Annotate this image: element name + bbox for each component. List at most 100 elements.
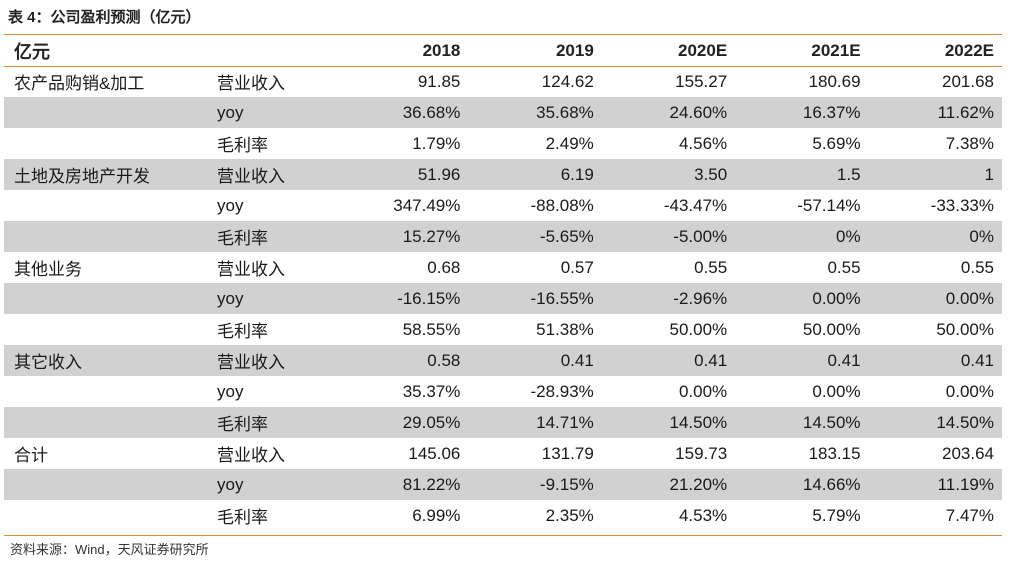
segment-cell: 其他业务 (14, 260, 82, 279)
value-cell: -5.00% (601, 221, 736, 252)
segment-cell: 合计 (14, 446, 48, 465)
value-cell: -16.55% (468, 283, 602, 314)
value-cell: 131.79 (541, 443, 594, 463)
value-cell: 201.68 (942, 71, 994, 91)
value-cell: 0.00% (868, 283, 1002, 314)
segment-cell: 农产品购销&加工 (14, 74, 145, 93)
value-cell: 50.00% (936, 319, 994, 339)
value-cell: 14.50% (601, 407, 736, 438)
value-cell: 35.68% (468, 97, 602, 128)
segment-cell (4, 376, 209, 407)
segment-cell (4, 407, 209, 438)
value-cell: 50.00% (802, 319, 861, 339)
metric-cell: yoy (209, 97, 335, 128)
metric-cell: 毛利率 (217, 322, 268, 341)
value-cell: 14.71% (468, 407, 602, 438)
metric-cell: yoy (217, 381, 244, 401)
segment-cell (4, 500, 209, 531)
metric-cell: yoy (217, 195, 244, 215)
metric-cell: 毛利率 (209, 221, 335, 252)
value-cell: 7.38% (945, 133, 994, 153)
metric-cell: 营业收入 (209, 345, 335, 376)
value-cell: 6.99% (412, 505, 461, 525)
metric-cell: 毛利率 (209, 407, 335, 438)
value-cell: 203.64 (942, 443, 994, 463)
year-header: 2020E (678, 40, 728, 60)
value-cell: 155.27 (675, 71, 728, 91)
value-cell: 21.20% (601, 469, 736, 500)
header-rule (4, 66, 1002, 67)
value-cell: -33.33% (930, 195, 994, 215)
segment-cell (4, 314, 209, 345)
metric-cell: 毛利率 (217, 136, 268, 155)
value-cell: 1.5 (735, 159, 869, 190)
value-cell: 4.53% (678, 505, 728, 525)
metric-cell: yoy (209, 469, 335, 500)
value-cell: -2.96% (601, 283, 736, 314)
value-cell: 4.56% (678, 133, 728, 153)
table-row: 农产品购销&加工 营业收入 91.85 124.62 155.27 180.69 201.6… (4, 66, 1002, 97)
forecast-table: 亿元 2018 2019 2020E 2021E 2022E 农产品购销&加工营… (4, 35, 1002, 531)
value-cell: 36.68% (335, 97, 469, 128)
value-cell: 15.27% (335, 221, 469, 252)
table-row: 合计 营业收入 145.06 131.79 159.73 183.15 203.64 (4, 438, 1002, 469)
value-cell: 347.49% (393, 195, 461, 215)
value-cell: -9.15% (468, 469, 602, 500)
table-row: 毛利率 15.27% -5.65% -5.00% 0% 0% (4, 221, 1002, 252)
value-cell: 145.06 (408, 443, 461, 463)
value-cell: 6.19 (468, 159, 602, 190)
metric-cell: 营业收入 (217, 446, 285, 465)
value-cell: 58.55% (402, 319, 461, 339)
table-row: 毛利率 1.79% 2.49% 4.56% 5.69% 7.38% (4, 128, 1002, 159)
value-cell: 159.73 (675, 443, 728, 463)
value-cell: 5.69% (812, 133, 861, 153)
value-cell: 0.00% (812, 381, 861, 401)
value-cell: 3.50 (601, 159, 736, 190)
value-cell: 81.22% (335, 469, 469, 500)
table-row: 其他业务 营业收入 0.68 0.57 0.55 0.55 0.55 (4, 252, 1002, 283)
value-cell: 2.35% (545, 505, 594, 525)
value-cell: 1 (868, 159, 1002, 190)
value-cell: 0.41 (601, 345, 736, 376)
value-cell: 35.37% (402, 381, 461, 401)
value-cell: 0.00% (945, 381, 994, 401)
year-header: 2022E (944, 40, 994, 60)
table-row: 毛利率 6.99% 2.35% 4.53% 5.79% 7.47% (4, 500, 1002, 531)
value-cell: 124.62 (541, 71, 594, 91)
year-header: 2021E (811, 40, 861, 60)
value-cell: 180.69 (808, 71, 861, 91)
value-cell: 24.60% (601, 97, 736, 128)
segment-cell: 其它收入 (4, 345, 209, 376)
table-row: 土地及房地产开发 营业收入 51.96 6.19 3.50 1.5 1 (4, 159, 1002, 190)
value-cell: 50.00% (669, 319, 728, 339)
top-rule (4, 34, 1002, 35)
year-header: 2018 (422, 40, 461, 60)
metric-cell: 毛利率 (217, 508, 268, 527)
table-title: 表 4：公司盈利预测（亿元） (8, 9, 201, 26)
value-cell: 0.68 (427, 257, 461, 277)
segment-cell (4, 97, 209, 128)
table-row: 毛利率 29.05% 14.71% 14.50% 14.50% 14.50% (4, 407, 1002, 438)
table-row: yoy -16.15% -16.55% -2.96% 0.00% 0.00% (4, 283, 1002, 314)
segment-cell (4, 190, 209, 221)
table-row: yoy 36.68% 35.68% 24.60% 16.37% 11.62% (4, 97, 1002, 128)
value-cell: 183.15 (808, 443, 861, 463)
value-cell: 0.57 (560, 257, 594, 277)
segment-cell (4, 469, 209, 500)
value-cell: -5.65% (468, 221, 602, 252)
value-cell: 11.62% (868, 97, 1002, 128)
table-row: 毛利率 58.55% 51.38% 50.00% 50.00% 50.00% (4, 314, 1002, 345)
segment-cell: 土地及房地产开发 (4, 159, 209, 190)
value-cell: 0.55 (960, 257, 994, 277)
value-cell: 51.96 (335, 159, 469, 190)
value-cell: 2.49% (545, 133, 594, 153)
value-cell: -16.15% (335, 283, 469, 314)
segment-cell (4, 221, 209, 252)
table-body: 农产品购销&加工 营业收入 91.85 124.62 155.27 180.69 201.6… (4, 66, 1002, 531)
value-cell: 0% (735, 221, 869, 252)
unit-header: 亿元 (14, 41, 50, 62)
value-cell: 0.00% (678, 381, 728, 401)
table-row: yoy 81.22% -9.15% 21.20% 14.66% 11.19% (4, 469, 1002, 500)
value-cell: 29.05% (335, 407, 469, 438)
value-cell: 14.66% (735, 469, 869, 500)
